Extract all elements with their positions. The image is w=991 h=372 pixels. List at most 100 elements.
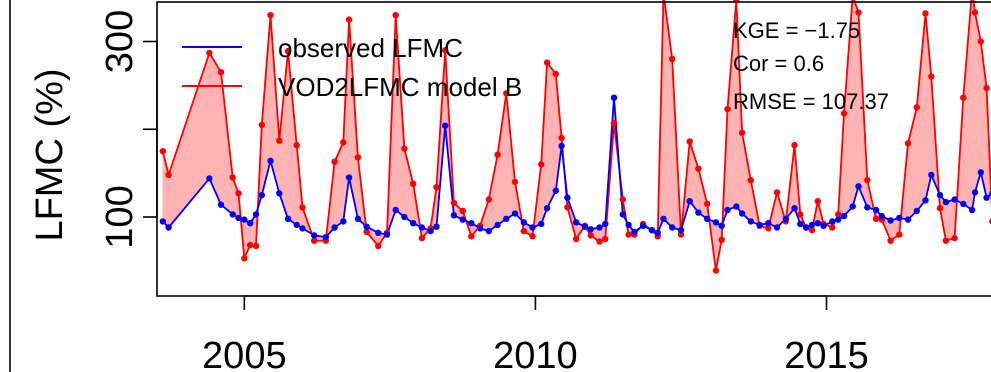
observed-point: [922, 197, 929, 204]
observed-point: [756, 221, 763, 229]
model-point: [983, 84, 990, 92]
observed-point: [247, 220, 254, 227]
band-segment: [962, 0, 973, 211]
x-tick-label: 2010: [493, 335, 578, 372]
observed-point: [782, 215, 789, 222]
observed-point: [855, 183, 862, 190]
observed-point: [383, 231, 391, 238]
observed-point: [738, 210, 746, 217]
model-point: [971, 9, 979, 16]
model-point: [293, 141, 300, 149]
model-point: [747, 177, 754, 184]
observed-point: [520, 219, 527, 226]
observed-point: [971, 189, 979, 196]
observed-point: [165, 224, 172, 231]
model-point: [165, 171, 172, 179]
x-axis: 2005 2010 2015: [202, 295, 869, 372]
model-point: [977, 38, 984, 45]
observed-point: [468, 220, 475, 227]
model-point: [677, 231, 685, 238]
y-axis: 100 300: [99, 10, 158, 249]
observed-point: [913, 207, 920, 215]
model-point: [392, 12, 399, 19]
model-point: [610, 119, 618, 127]
model-point: [840, 110, 848, 117]
observed-point: [718, 222, 725, 229]
model-point: [686, 138, 693, 145]
observed-point: [311, 232, 318, 239]
observed-point: [459, 216, 466, 223]
observed-point: [494, 221, 501, 229]
model-point: [829, 224, 836, 231]
observed-point: [773, 224, 781, 231]
model-point: [887, 237, 894, 244]
observed-point: [229, 211, 236, 218]
x-tick-label: 2005: [202, 335, 287, 372]
observed-point: [331, 224, 338, 231]
model-point: [520, 227, 527, 235]
observed-point: [322, 234, 329, 241]
model-point: [511, 178, 519, 186]
model-point: [206, 49, 213, 57]
model-point: [913, 104, 920, 111]
series-lines: [161, 0, 991, 272]
kge-annotation: KGE = −1.75: [733, 18, 860, 43]
observed-point: [217, 201, 225, 208]
observed-point: [747, 218, 754, 225]
observed-point: [639, 222, 647, 229]
observed-point: [654, 229, 661, 236]
observed-point: [252, 211, 260, 218]
model-point: [267, 12, 274, 19]
observed-point: [765, 220, 772, 227]
observed-point: [704, 215, 711, 222]
observed-point: [686, 198, 693, 205]
model-point: [235, 190, 242, 197]
model-point: [538, 161, 545, 168]
model-point: [543, 59, 551, 66]
observed-point: [418, 224, 426, 231]
observed-point: [410, 220, 417, 227]
x-tick-label: 2015: [784, 335, 869, 372]
observed-point: [960, 200, 967, 208]
observed-point: [276, 190, 283, 197]
model-point: [258, 121, 265, 129]
observed-point: [596, 224, 603, 231]
legend-label-observed: observed LFMC: [278, 33, 463, 63]
observed-point: [951, 196, 958, 203]
observed-point: [802, 224, 810, 231]
observed-point: [887, 217, 894, 224]
model-point: [942, 237, 950, 244]
model-point: [855, 9, 862, 16]
model-point: [276, 137, 283, 144]
observed-point: [235, 214, 242, 222]
legend: observed LFMC VOD2LFMC model B: [182, 33, 522, 102]
model-point: [552, 70, 559, 78]
observed-point: [977, 169, 984, 176]
legend-label-model: VOD2LFMC model B: [278, 72, 522, 102]
observed-point: [983, 194, 990, 201]
model-point: [375, 242, 382, 250]
observed-point: [864, 204, 871, 211]
observed-point: [427, 227, 434, 235]
model-point: [704, 200, 711, 208]
model-point: [765, 225, 772, 232]
model-point: [485, 196, 492, 203]
model-point: [669, 55, 676, 63]
observed-point: [581, 223, 589, 230]
y-tick-label: 300: [99, 10, 141, 73]
observed-point: [503, 215, 510, 222]
observed-point: [835, 216, 842, 223]
model-point: [738, 129, 746, 136]
observed-point: [293, 221, 300, 229]
model-point: [331, 158, 338, 165]
observed-point: [476, 225, 484, 232]
metrics-annotations: KGE = −1.75 Cor = 0.6 RMSE = 107.37: [733, 18, 889, 114]
model-point: [835, 211, 842, 218]
observed-point: [733, 203, 740, 210]
observed-point: [258, 191, 265, 199]
observed-point: [543, 205, 551, 212]
model-point: [229, 174, 236, 181]
observed-point: [631, 228, 638, 236]
model-point: [922, 10, 929, 17]
